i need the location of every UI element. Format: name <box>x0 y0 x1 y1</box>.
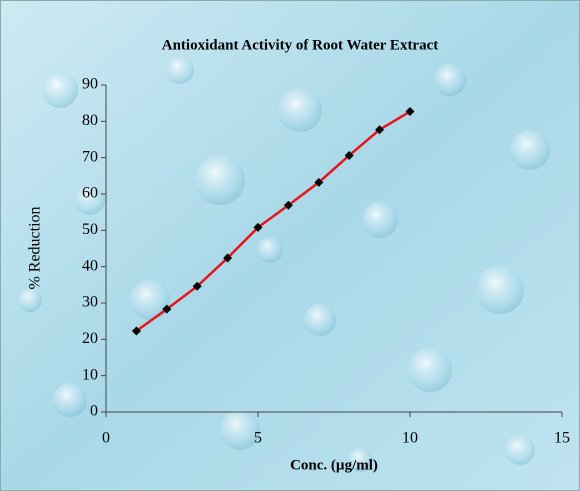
y-tick-label: 0 <box>90 403 98 420</box>
texture <box>18 56 550 472</box>
data-marker <box>344 150 354 160</box>
data-marker <box>283 200 293 210</box>
x-axis-title: Conc. (µg/ml) <box>290 457 378 473</box>
y-tick-label: 40 <box>82 257 98 274</box>
y-axis-title: % Reduction <box>27 206 44 289</box>
x-tick-label: 0 <box>102 430 110 447</box>
y-tick-label: 20 <box>82 330 98 347</box>
x-tick-label: 15 <box>554 430 570 447</box>
data-marker <box>162 304 172 314</box>
y-tick-label: 70 <box>82 148 98 165</box>
data-marker <box>223 253 233 263</box>
y-tick-label: 10 <box>82 366 98 383</box>
data-marker <box>253 222 263 232</box>
x-tick-label: 10 <box>402 430 418 447</box>
y-tick-label: 80 <box>82 112 98 129</box>
y-tick-label: 60 <box>82 185 98 202</box>
data-marker <box>192 281 202 291</box>
y-tick-label: 50 <box>82 221 98 238</box>
data-line <box>135 110 411 332</box>
y-tick-label: 30 <box>82 294 98 311</box>
y-tick-label: 90 <box>82 76 98 93</box>
data-marker <box>314 177 324 187</box>
data-marker <box>405 107 415 117</box>
data-marker <box>375 125 385 135</box>
data-marker <box>131 326 141 336</box>
x-tick-label: 5 <box>254 430 262 447</box>
chart-title: Antioxidant Activity of Root Water Extra… <box>162 37 439 53</box>
